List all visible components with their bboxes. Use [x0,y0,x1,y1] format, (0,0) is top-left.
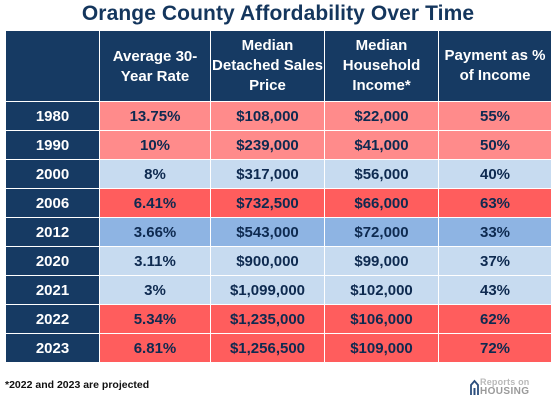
income-cell: $102,000 [324,275,439,305]
payment-cell: 40% [438,159,552,189]
table-row: 2000 8% $317,000 $56,000 40% [5,159,552,189]
table-row: 2020 3.11% $900,000 $99,000 37% [5,246,552,276]
income-cell: $106,000 [324,304,439,334]
rate-cell: 10% [99,130,211,160]
reports-on-housing-logo: Reports on HOUSING [470,376,550,400]
price-cell: $900,000 [210,246,325,276]
payment-cell: 72% [438,333,552,363]
year-cell: 2020 [5,246,100,276]
header-payment: Payment as % of Income [438,30,552,102]
header-rate: Average 30-Year Rate [99,30,211,102]
table-row: 1990 10% $239,000 $41,000 50% [5,130,552,160]
price-cell: $1,256,500 [210,333,325,363]
price-cell: $732,500 [210,188,325,218]
payment-cell: 55% [438,101,552,131]
header-year [5,30,100,102]
payment-cell: 50% [438,130,552,160]
income-cell: $66,000 [324,188,439,218]
income-cell: $22,000 [324,101,439,131]
year-cell: 1990 [5,130,100,160]
house-logo-icon [470,379,479,395]
price-cell: $239,000 [210,130,325,160]
table-row: 2006 6.41% $732,500 $66,000 63% [5,188,552,218]
table-row: 2023 6.81% $1,256,500 $109,000 72% [5,333,552,363]
affordability-table: Average 30-Year Rate Median Detached Sal… [5,30,552,363]
rate-cell: 3.66% [99,217,211,247]
price-cell: $1,099,000 [210,275,325,305]
income-cell: $56,000 [324,159,439,189]
year-cell: 2022 [5,304,100,334]
logo-line1: Reports on [480,377,530,387]
header-income: Median Household Income* [324,30,439,102]
table-row: 2022 5.34% $1,235,000 $106,000 62% [5,304,552,334]
payment-cell: 63% [438,188,552,218]
table-row: 2012 3.66% $543,000 $72,000 33% [5,217,552,247]
rate-cell: 6.41% [99,188,211,218]
rate-cell: 3.11% [99,246,211,276]
header-price: Median Detached Sales Price [210,30,325,102]
price-cell: $543,000 [210,217,325,247]
income-cell: $41,000 [324,130,439,160]
payment-cell: 43% [438,275,552,305]
year-cell: 2012 [5,217,100,247]
income-cell: $109,000 [324,333,439,363]
price-cell: $317,000 [210,159,325,189]
rate-cell: 8% [99,159,211,189]
logo-line2: HOUSING [480,386,530,397]
price-cell: $1,235,000 [210,304,325,334]
year-cell: 2023 [5,333,100,363]
rate-cell: 6.81% [99,333,211,363]
page-title: Orange County Affordability Over Time [81,2,475,25]
header-row: Average 30-Year Rate Median Detached Sal… [5,30,552,102]
income-cell: $72,000 [324,217,439,247]
table-row: 2021 3% $1,099,000 $102,000 43% [5,275,552,305]
income-cell: $99,000 [324,246,439,276]
rate-cell: 5.34% [99,304,211,334]
payment-cell: 37% [438,246,552,276]
payment-cell: 33% [438,217,552,247]
year-cell: 2021 [5,275,100,305]
rate-cell: 13.75% [99,101,211,131]
year-cell: 1980 [5,101,100,131]
price-cell: $108,000 [210,101,325,131]
rate-cell: 3% [99,275,211,305]
payment-cell: 62% [438,304,552,334]
table-row: 1980 13.75% $108,000 $22,000 55% [5,101,552,131]
year-cell: 2000 [5,159,100,189]
year-cell: 2006 [5,188,100,218]
footnote: *2022 and 2023 are projected [5,379,150,391]
